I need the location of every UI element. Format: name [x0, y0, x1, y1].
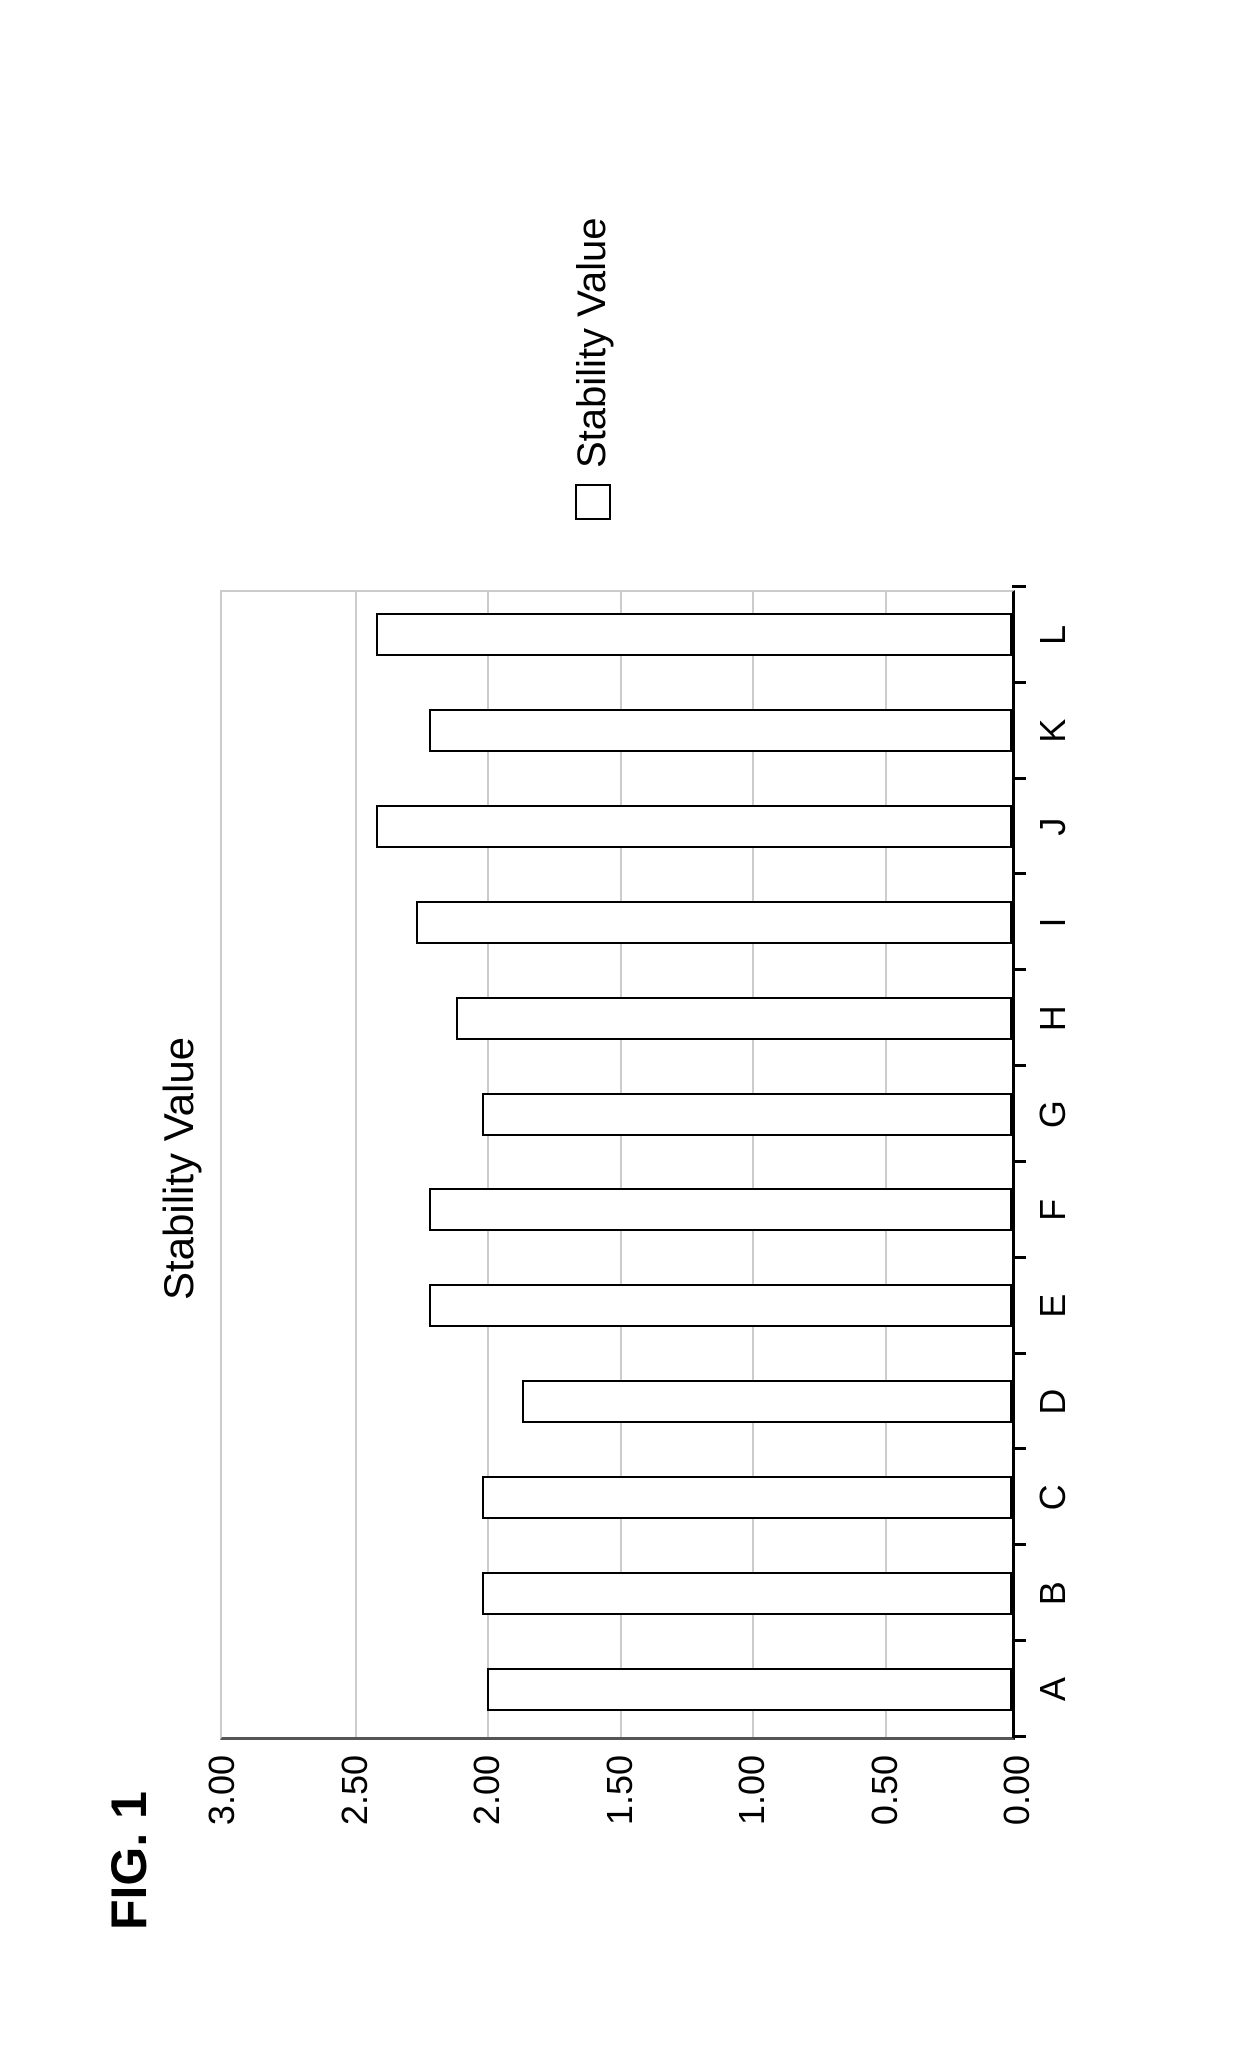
x-axis-tick-label: H: [1032, 988, 1074, 1048]
bar: [482, 1572, 1012, 1615]
x-axis-tick-label: A: [1032, 1659, 1074, 1719]
x-axis-tick: [1012, 1064, 1026, 1067]
chart-legend: Stability Value: [570, 217, 615, 520]
grid-line: [487, 592, 489, 1737]
x-axis-tick-label: F: [1032, 1180, 1074, 1240]
x-axis-tick-label: C: [1032, 1467, 1074, 1527]
y-axis-tick-label: 0.50: [864, 1755, 906, 1855]
figure-label: FIG. 1: [100, 1791, 158, 1930]
bar: [522, 1380, 1012, 1423]
grid-line: [620, 592, 622, 1737]
x-axis-tick: [1012, 777, 1026, 780]
bar: [429, 1188, 1012, 1231]
x-axis-tick-label: D: [1032, 1372, 1074, 1432]
x-axis-tick: [1012, 1160, 1026, 1163]
bar: [482, 1476, 1012, 1519]
x-axis-tick-label: I: [1032, 892, 1074, 952]
grid-line: [355, 592, 357, 1737]
x-axis-tick-label: G: [1032, 1084, 1074, 1144]
y-axis-tick-label: 1.50: [599, 1755, 641, 1855]
grid-line: [752, 592, 754, 1737]
bar: [376, 805, 1012, 848]
rotated-figure-wrapper: FIG. 1 Stability Value 0.000.501.001.502…: [0, 0, 1240, 2050]
bar: [456, 997, 1013, 1040]
bar: [416, 901, 1012, 944]
y-axis-tick-label: 0.00: [996, 1755, 1038, 1855]
x-axis-tick: [1012, 1448, 1026, 1451]
x-axis-tick: [1012, 585, 1026, 588]
bar: [376, 613, 1012, 656]
page-root: FIG. 1 Stability Value 0.000.501.001.502…: [0, 0, 1240, 2050]
grid-line: [885, 592, 887, 1737]
bar: [487, 1668, 1012, 1711]
x-axis-tick: [1012, 1256, 1026, 1259]
x-axis-tick-label: E: [1032, 1276, 1074, 1336]
bar: [429, 709, 1012, 752]
legend-label: Stability Value: [570, 217, 615, 468]
x-axis-tick-label: B: [1032, 1563, 1074, 1623]
y-axis-tick-label: 2.00: [466, 1755, 508, 1855]
bar: [429, 1284, 1012, 1327]
x-axis-tick: [1012, 968, 1026, 971]
x-axis-tick: [1012, 1543, 1026, 1546]
x-axis-tick: [1012, 873, 1026, 876]
x-axis-tick: [1012, 681, 1026, 684]
x-axis-tick-label: K: [1032, 701, 1074, 761]
x-axis-tick-label: L: [1032, 605, 1074, 665]
x-axis-tick: [1012, 1352, 1026, 1355]
x-axis-tick-label: J: [1032, 797, 1074, 857]
y-axis-tick-label: 2.50: [334, 1755, 376, 1855]
x-axis-tick: [1012, 1735, 1026, 1738]
legend-swatch-icon: [575, 484, 611, 520]
x-axis-tick: [1012, 1639, 1026, 1642]
y-axis-tick-label: 3.00: [201, 1755, 243, 1855]
y-axis-tick-label: 1.00: [731, 1755, 773, 1855]
bar: [482, 1093, 1012, 1136]
chart-plot-area: 0.000.501.001.502.002.503.00ABCDEFGHIJKL: [220, 590, 1015, 1740]
chart-title: Stability Value: [155, 1037, 203, 1300]
